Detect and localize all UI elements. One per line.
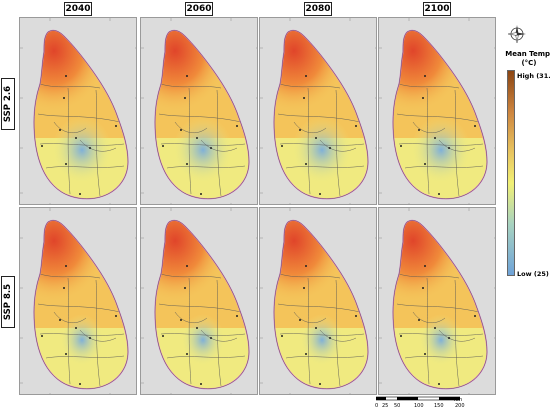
row-header-ssp26: SSP 2.6	[1, 78, 15, 130]
scale-tick-0: 0	[375, 403, 379, 409]
scale-tick-200: 200	[455, 403, 465, 409]
map-panel-ssp85-2100	[378, 207, 496, 395]
map-panel-ssp26-2060	[140, 17, 258, 205]
map-panel-ssp26-2100	[378, 17, 496, 205]
row-header-ssp85: SSP 8.5	[1, 276, 15, 328]
map-panel-ssp85-2080	[259, 207, 377, 395]
scale-tick-150: 150	[434, 403, 444, 409]
legend-color-ramp	[507, 70, 515, 276]
scale-bar	[376, 396, 460, 401]
map-panel-ssp26-2040	[19, 17, 137, 205]
scale-bar-labels: 0 25 50 100 150 200	[373, 403, 473, 411]
column-header-2080: 2080	[304, 2, 332, 16]
column-header-2100: 2100	[423, 2, 451, 16]
map-panel-ssp85-2040	[19, 207, 137, 395]
column-header-2040: 2040	[64, 2, 92, 16]
legend-low-label: Low (25)	[517, 270, 549, 278]
scale-unit: Km	[454, 397, 463, 403]
map-panel-ssp26-2080	[259, 17, 377, 205]
scale-tick-50: 50	[394, 403, 401, 409]
legend-high-label: High (31.8)	[517, 72, 550, 80]
scale-tick-25: 25	[382, 403, 389, 409]
row-label-ssp85: SSP 8.5	[3, 283, 13, 321]
column-header-2060: 2060	[185, 2, 213, 16]
scale-tick-100: 100	[414, 403, 424, 409]
row-label-ssp26: SSP 2.6	[3, 85, 13, 123]
compass-icon	[507, 25, 526, 44]
legend-title: Mean Temp. (°C)	[505, 50, 550, 67]
map-panel-ssp85-2060	[140, 207, 258, 395]
